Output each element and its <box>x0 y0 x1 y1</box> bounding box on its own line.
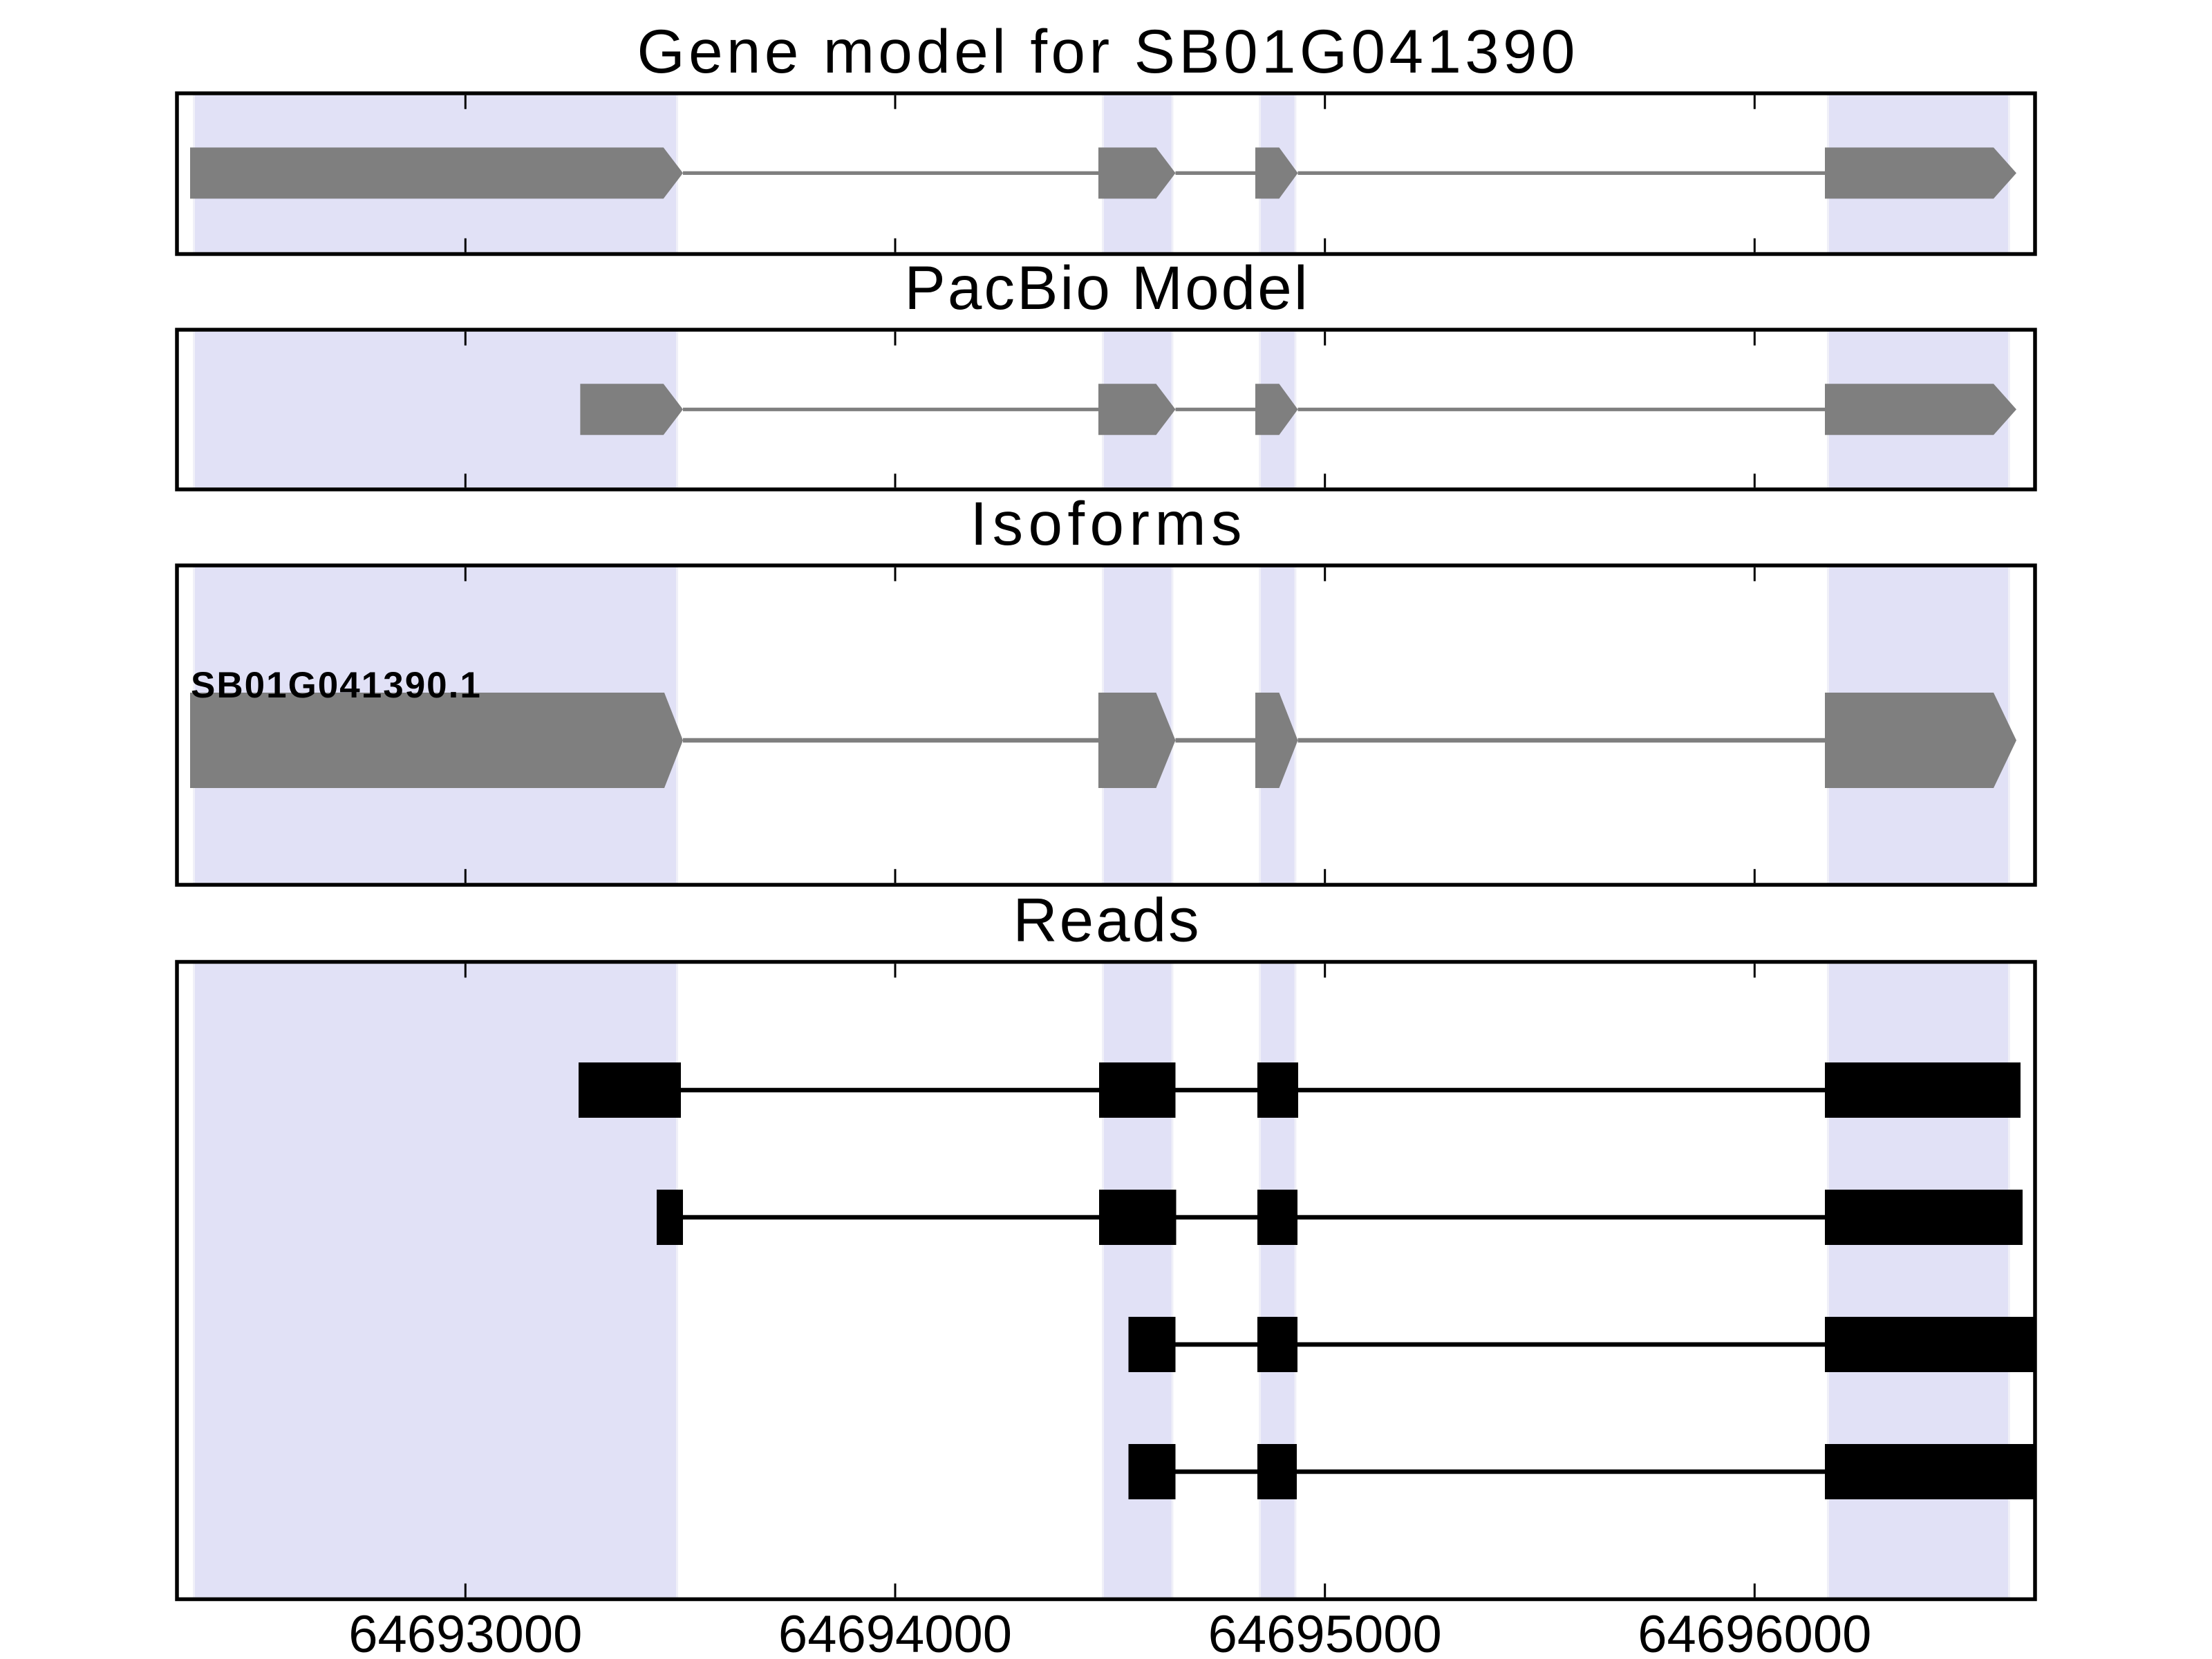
svg-text:Gene model for SB01G041390: Gene model for SB01G041390 <box>637 17 1579 86</box>
svg-text:64696000: 64696000 <box>1638 1605 1871 1659</box>
svg-text:SB01G041390.1: SB01G041390.1 <box>191 665 482 706</box>
svg-text:PacBio Model: PacBio Model <box>904 253 1309 322</box>
svg-text:64693000: 64693000 <box>348 1605 582 1659</box>
svg-text:64695000: 64695000 <box>1208 1605 1442 1659</box>
svg-text:Isoforms: Isoforms <box>970 489 1246 558</box>
svg-text:64694000: 64694000 <box>778 1605 1012 1659</box>
svg-text:Reads: Reads <box>1013 885 1201 955</box>
